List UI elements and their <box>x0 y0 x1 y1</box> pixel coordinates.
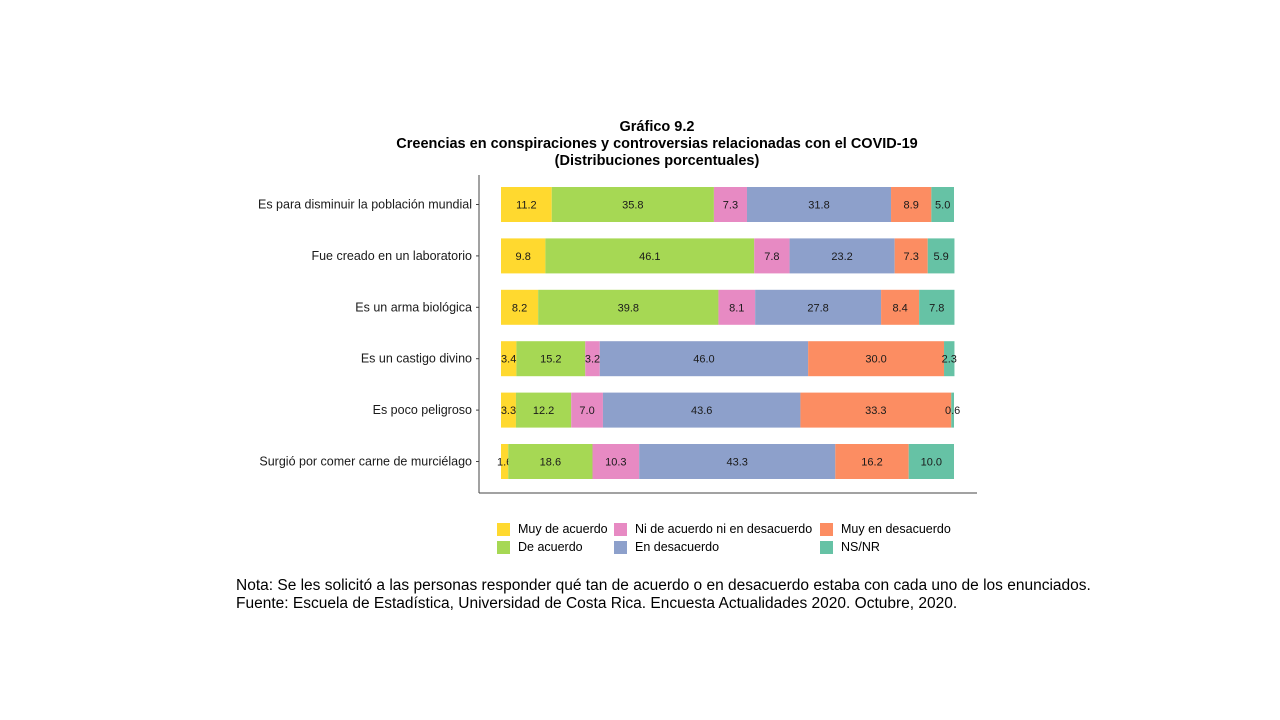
bar-segment-de-acuerdo <box>508 444 593 479</box>
y-tick-label: Es poco peligroso <box>373 403 472 417</box>
bar-segment-de-acuerdo <box>516 341 586 377</box>
legend-label: Ni de acuerdo ni en desacuerdo <box>635 522 813 536</box>
legend-swatch <box>820 523 833 536</box>
bar-segment-ni-de-acuerdo-ni-en-desacuerdo <box>585 341 600 377</box>
bar-segment-en-desacuerdo <box>746 187 892 222</box>
bar-segment-muy-en-desacuerdo <box>800 392 952 428</box>
legend-swatch <box>614 523 627 536</box>
data-label: 7.3 <box>723 200 738 212</box>
data-label: 18.6 <box>540 457 561 469</box>
chart-notes: Nota: Se les solicitó a las personas res… <box>236 577 1091 613</box>
bar-segment-ni-de-acuerdo-ni-en-desacuerdo <box>754 238 790 274</box>
data-label: 31.8 <box>808 200 829 212</box>
data-label: 5.9 <box>933 251 948 263</box>
bar-segment-ns-nr <box>927 238 955 274</box>
data-label: 12.2 <box>533 405 554 417</box>
bar-segment-muy-de-acuerdo <box>501 341 517 377</box>
source-text: Fuente: Escuela de Estadística, Universi… <box>236 595 958 612</box>
bar-segment-muy-en-desacuerdo <box>881 289 920 325</box>
data-label: 46.0 <box>693 354 714 366</box>
bar-segment-ns-nr <box>951 392 954 428</box>
chart-title: Gráfico 9.2 <box>619 119 695 135</box>
data-label: 27.8 <box>807 302 828 314</box>
bar-segment-muy-en-desacuerdo <box>894 238 928 274</box>
bar-segment-en-desacuerdo <box>602 392 801 428</box>
chart-title-block: Gráfico 9.2 Creencias en conspiraciones … <box>0 119 1280 170</box>
bar-segment-de-acuerdo <box>545 238 755 274</box>
data-label: 7.8 <box>929 302 944 314</box>
data-label: 10.3 <box>605 457 626 469</box>
data-label: 35.8 <box>622 200 643 212</box>
y-tick-label: Surgió por comer carne de murciélago <box>259 455 472 469</box>
data-label: 43.3 <box>727 457 748 469</box>
data-label: 8.2 <box>512 302 527 314</box>
bar-segment-en-desacuerdo <box>599 341 809 377</box>
legend-swatch <box>820 541 833 554</box>
data-label: 3.4 <box>501 354 516 366</box>
data-label: 8.1 <box>729 302 744 314</box>
data-label: 9.8 <box>516 251 531 263</box>
bar-segment-ni-de-acuerdo-ni-en-desacuerdo <box>571 392 603 428</box>
bar-segment-en-desacuerdo <box>755 289 882 325</box>
y-tick-label: Fue creado en un laboratorio <box>311 249 472 263</box>
legend-swatch <box>614 541 627 554</box>
data-label: 11.2 <box>516 200 537 212</box>
data-label: 0.6 <box>945 405 960 417</box>
legend-swatch <box>497 523 510 536</box>
bar-segment-ni-de-acuerdo-ni-en-desacuerdo <box>718 289 756 325</box>
bar-segment-de-acuerdo <box>551 187 714 222</box>
data-label: 7.8 <box>764 251 779 263</box>
bar-segment-muy-de-acuerdo <box>501 392 516 428</box>
legend-swatch <box>497 541 510 554</box>
bar-segment-de-acuerdo <box>515 392 572 428</box>
legend-label: De acuerdo <box>518 540 583 554</box>
bar-segment-muy-de-acuerdo <box>501 289 539 325</box>
bar-segment-ns-nr <box>931 187 954 222</box>
chart-subtitle-2: (Distribuciones porcentuales) <box>554 153 760 169</box>
data-label: 8.4 <box>892 302 907 314</box>
bar-segment-de-acuerdo <box>538 289 719 325</box>
data-label: 5.0 <box>935 200 950 212</box>
bar-segment-muy-en-desacuerdo <box>835 444 909 479</box>
data-label: 15.2 <box>540 354 561 366</box>
data-label: 16.2 <box>861 457 882 469</box>
y-tick-label: Es un castigo divino <box>361 352 472 366</box>
data-label: 46.1 <box>639 251 660 263</box>
bar-segment-muy-de-acuerdo <box>501 187 552 222</box>
data-label: 3.3 <box>501 405 516 417</box>
legend-label: Muy de acuerdo <box>518 522 608 536</box>
data-label: 43.6 <box>691 405 712 417</box>
bar-segment-ni-de-acuerdo-ni-en-desacuerdo <box>592 444 640 479</box>
data-label: 33.3 <box>865 405 886 417</box>
legend-label: En desacuerdo <box>635 540 720 554</box>
bar-segment-ni-de-acuerdo-ni-en-desacuerdo <box>713 187 747 222</box>
bar-segment-muy-de-acuerdo <box>501 238 546 274</box>
data-label: 23.2 <box>831 251 852 263</box>
data-label: 39.8 <box>618 302 639 314</box>
bar-segment-ns-nr <box>919 289 955 325</box>
legend-label: NS/NR <box>841 540 880 554</box>
data-label: 2.3 <box>942 354 957 366</box>
bar-segment-en-desacuerdo <box>789 238 895 274</box>
data-label: 10.0 <box>921 457 942 469</box>
data-label: 30.0 <box>865 354 886 366</box>
legend-label: Muy en desacuerdo <box>841 522 951 536</box>
data-label: 7.0 <box>579 405 594 417</box>
bar-segment-en-desacuerdo <box>639 444 836 479</box>
bar-segment-muy-de-acuerdo <box>501 444 509 479</box>
y-tick-label: Es un arma biológica <box>355 300 472 314</box>
note-text: Nota: Se les solicitó a las personas res… <box>236 577 1091 594</box>
bar-segment-ns-nr <box>908 444 954 479</box>
data-label: 8.9 <box>904 200 919 212</box>
chart-subtitle: Creencias en conspiraciones y controvers… <box>396 136 918 152</box>
data-label: 7.3 <box>904 251 919 263</box>
bar-segment-muy-en-desacuerdo <box>808 341 945 377</box>
bar-segment-muy-en-desacuerdo <box>891 187 932 222</box>
data-label: 3.2 <box>585 354 600 366</box>
bar-segment-ns-nr <box>944 341 955 377</box>
y-tick-label: Es para disminuir la población mundial <box>258 198 472 212</box>
